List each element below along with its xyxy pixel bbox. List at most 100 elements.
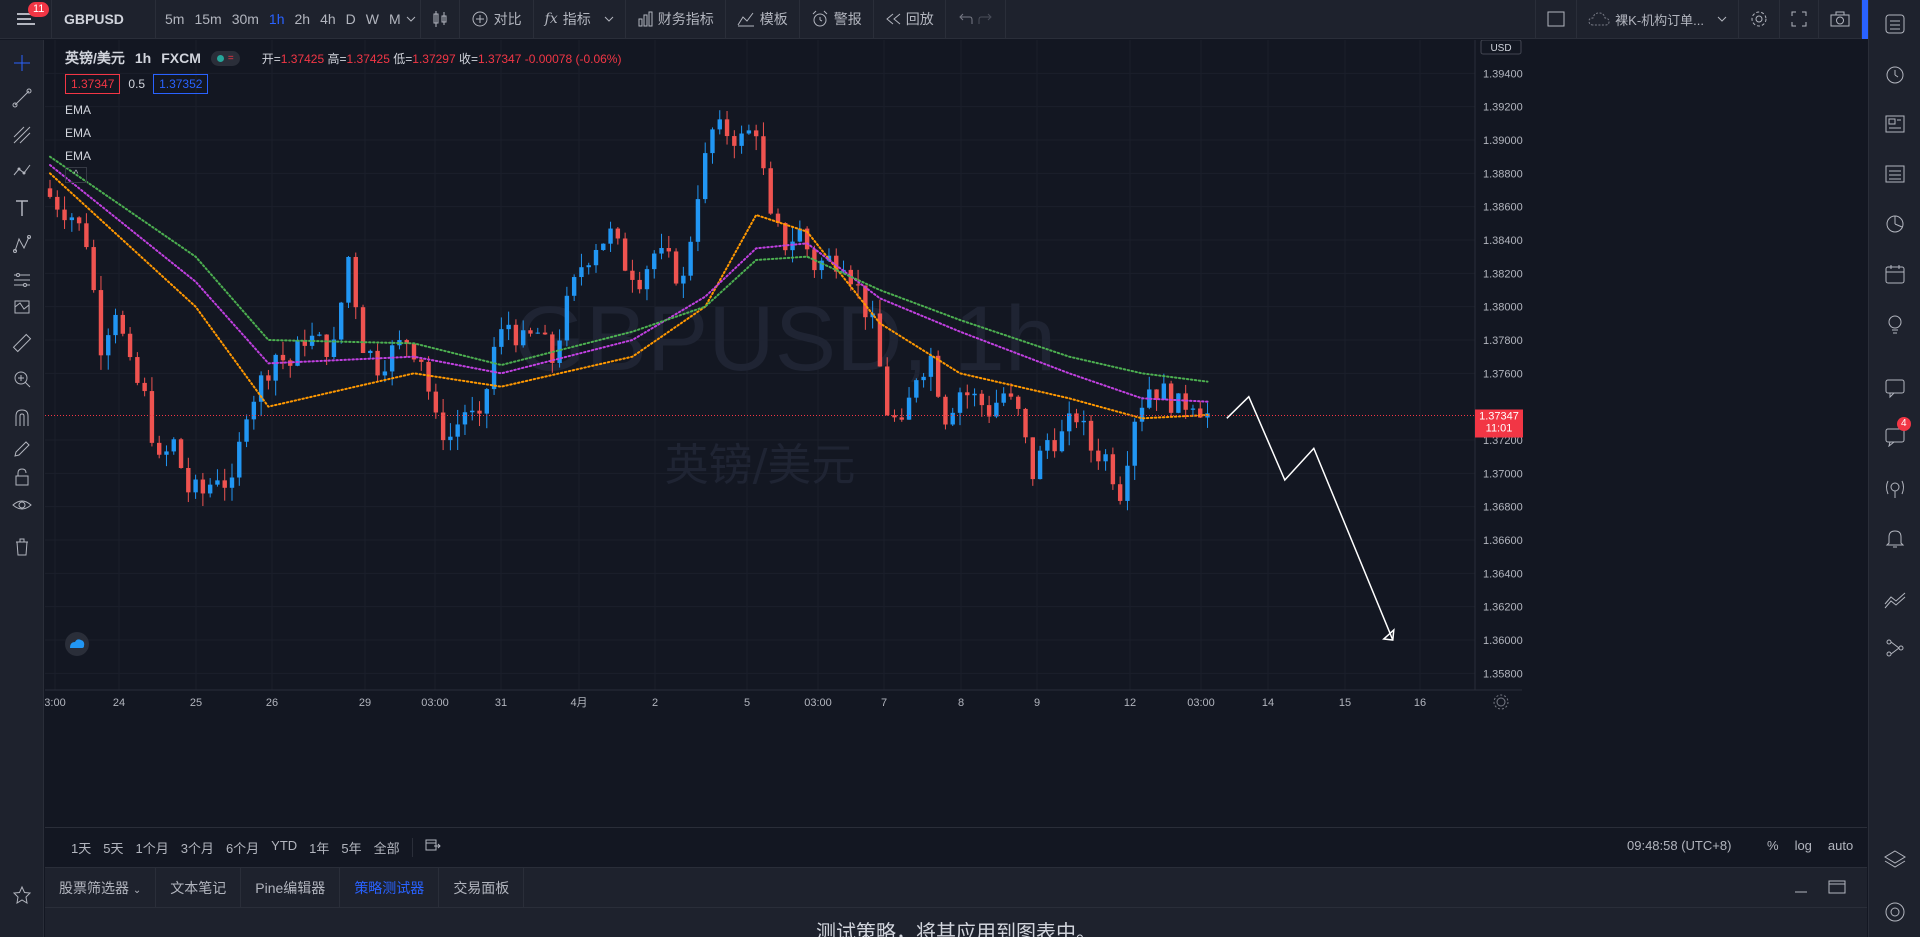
range-1m[interactable]: 1个月: [135, 841, 169, 856]
resolution-4h[interactable]: 4h: [320, 11, 336, 27]
candle-body: [564, 295, 570, 341]
undo-icon[interactable]: [957, 12, 973, 26]
ema-indicator-label-3[interactable]: EMA: [65, 149, 92, 163]
pattern-tool-icon[interactable]: [11, 160, 33, 182]
tradingview-logo-icon[interactable]: [65, 632, 89, 656]
range-ytd[interactable]: YTD: [271, 838, 298, 853]
resolution-1h[interactable]: 1h: [268, 11, 285, 27]
range-1y[interactable]: 1年: [309, 841, 330, 856]
chart-type-button[interactable]: [421, 0, 460, 39]
bell-icon[interactable]: [1883, 526, 1907, 550]
ema-indicator-label-2[interactable]: EMA: [65, 126, 92, 140]
resolution-15m[interactable]: 15m: [194, 11, 222, 27]
icon-tool-icon[interactable]: [11, 296, 33, 318]
maximize-icon[interactable]: [1828, 880, 1846, 894]
chart-canvas[interactable]: GBPUSD, 1h 英镑/美元 1.39400 1.39200 1.39000 1.…: [45, 40, 1867, 827]
calendar-icon[interactable]: [1883, 262, 1907, 286]
financials-button[interactable]: 财务指标: [626, 0, 726, 39]
goto-date-button[interactable]: [411, 838, 441, 857]
auto-scale-toggle[interactable]: auto: [1827, 838, 1854, 853]
indicators-button[interactable]: fx 指标: [534, 0, 626, 39]
range-3m[interactable]: 3个月: [180, 841, 214, 856]
log-scale-toggle[interactable]: log: [1794, 838, 1812, 853]
star-icon[interactable]: [11, 884, 33, 906]
layout-menu-button[interactable]: 裸K-机构订单...: [1577, 0, 1739, 39]
sell-price-button[interactable]: 1.37347: [65, 74, 121, 94]
ruler-icon[interactable]: [11, 332, 33, 354]
timezone-clock[interactable]: 09:48:58 (UTC+8): [1627, 838, 1732, 853]
tab-text-notes[interactable]: 文本笔记: [156, 868, 242, 907]
settings-button[interactable]: [1739, 0, 1780, 39]
watchlist-icon[interactable]: [1883, 12, 1907, 36]
templates-button[interactable]: 模板: [726, 0, 800, 39]
drawn-projection-path[interactable]: [1226, 395, 1394, 641]
ema-line-3[interactable]: [49, 155, 1209, 383]
eye-icon[interactable]: [11, 494, 33, 516]
compare-button[interactable]: 对比: [460, 0, 534, 39]
percent-scale-toggle[interactable]: %: [1767, 838, 1779, 853]
magnet-icon[interactable]: [11, 407, 33, 429]
help-icon[interactable]: [1883, 900, 1907, 924]
main-menu-button[interactable]: 11: [0, 0, 52, 39]
trend-line-icon[interactable]: [11, 87, 33, 109]
fib-tool-icon[interactable]: [11, 124, 33, 146]
symbol-search[interactable]: GBPUSD: [52, 0, 156, 39]
ema-line-2[interactable]: [49, 164, 1209, 403]
fullscreen-layout-button[interactable]: [1535, 0, 1578, 39]
data-window-icon[interactable]: [1883, 162, 1907, 186]
ema-line-1[interactable]: [49, 172, 1209, 420]
tree-icon[interactable]: [1883, 636, 1907, 660]
candle-body: [652, 253, 657, 270]
buy-price-button[interactable]: 1.37352: [153, 74, 209, 94]
tab-pine-editor[interactable]: Pine编辑器: [241, 868, 341, 907]
tab-stock-screener[interactable]: 股票筛选器 ⌄: [45, 868, 157, 907]
resolution-5m[interactable]: 5m: [165, 11, 185, 27]
tab-trading-panel[interactable]: 交易面板: [439, 868, 525, 907]
snapshot-button[interactable]: [1819, 0, 1862, 39]
range-5y[interactable]: 5年: [341, 841, 362, 856]
candle-body: [775, 213, 781, 223]
fullscreen-button[interactable]: [1780, 0, 1819, 39]
tab-strategy-tester[interactable]: 策略测试器: [340, 868, 440, 907]
candle-body: [215, 480, 220, 485]
news-icon[interactable]: [1883, 112, 1907, 136]
prediction-tool-icon[interactable]: [11, 233, 33, 255]
hotlist-icon[interactable]: [1883, 212, 1907, 236]
stream-icon[interactable]: [1883, 476, 1907, 500]
pencil-lock-icon[interactable]: [11, 438, 33, 460]
ema-indicator-label-1[interactable]: EMA: [65, 103, 92, 117]
alarm-clock-icon[interactable]: [1883, 62, 1907, 86]
market-status-indicator[interactable]: =: [210, 50, 240, 66]
resolution-m[interactable]: M: [389, 11, 401, 27]
resolution-2h[interactable]: 2h: [294, 11, 311, 27]
alert-button[interactable]: 警报: [800, 0, 874, 39]
text-tool-icon[interactable]: [11, 197, 33, 219]
collapse-legend-button[interactable]: ^: [65, 167, 87, 183]
chevron-down-icon[interactable]: [406, 16, 416, 22]
zoom-in-icon[interactable]: [11, 368, 33, 390]
range-5d[interactable]: 5天: [103, 841, 124, 856]
resolution-d[interactable]: D: [345, 11, 356, 27]
legend-symbol-name[interactable]: 英镑/美元: [65, 50, 125, 66]
range-1d[interactable]: 1天: [71, 841, 92, 856]
candle-body: [69, 217, 75, 221]
range-6m[interactable]: 6个月: [225, 841, 260, 856]
lock-icon[interactable]: [11, 466, 33, 488]
trash-icon[interactable]: [11, 536, 33, 558]
resolution-w[interactable]: W: [365, 11, 379, 27]
chat-icon[interactable]: [1883, 376, 1907, 400]
chart-pane[interactable]: GBPUSD, 1h 英镑/美元 1.39400 1.39200 1.39000 1.…: [45, 40, 1867, 827]
replay-button[interactable]: 回放: [874, 0, 946, 39]
currency-badge[interactable]: USD: [1490, 43, 1511, 54]
layers-icon[interactable]: [1883, 848, 1907, 872]
axis-settings-icon[interactable]: [1493, 694, 1509, 710]
candle-body: [1081, 420, 1086, 423]
measure-tool-icon[interactable]: [11, 269, 33, 291]
range-all[interactable]: 全部: [373, 841, 400, 856]
crosshair-icon[interactable]: [11, 52, 33, 74]
resolution-30m[interactable]: 30m: [231, 11, 259, 27]
lightbulb-icon[interactable]: [1883, 312, 1907, 336]
trend-chart-icon[interactable]: [1883, 588, 1907, 612]
redo-icon[interactable]: [978, 12, 994, 26]
messages-icon[interactable]: 4: [1883, 417, 1911, 448]
